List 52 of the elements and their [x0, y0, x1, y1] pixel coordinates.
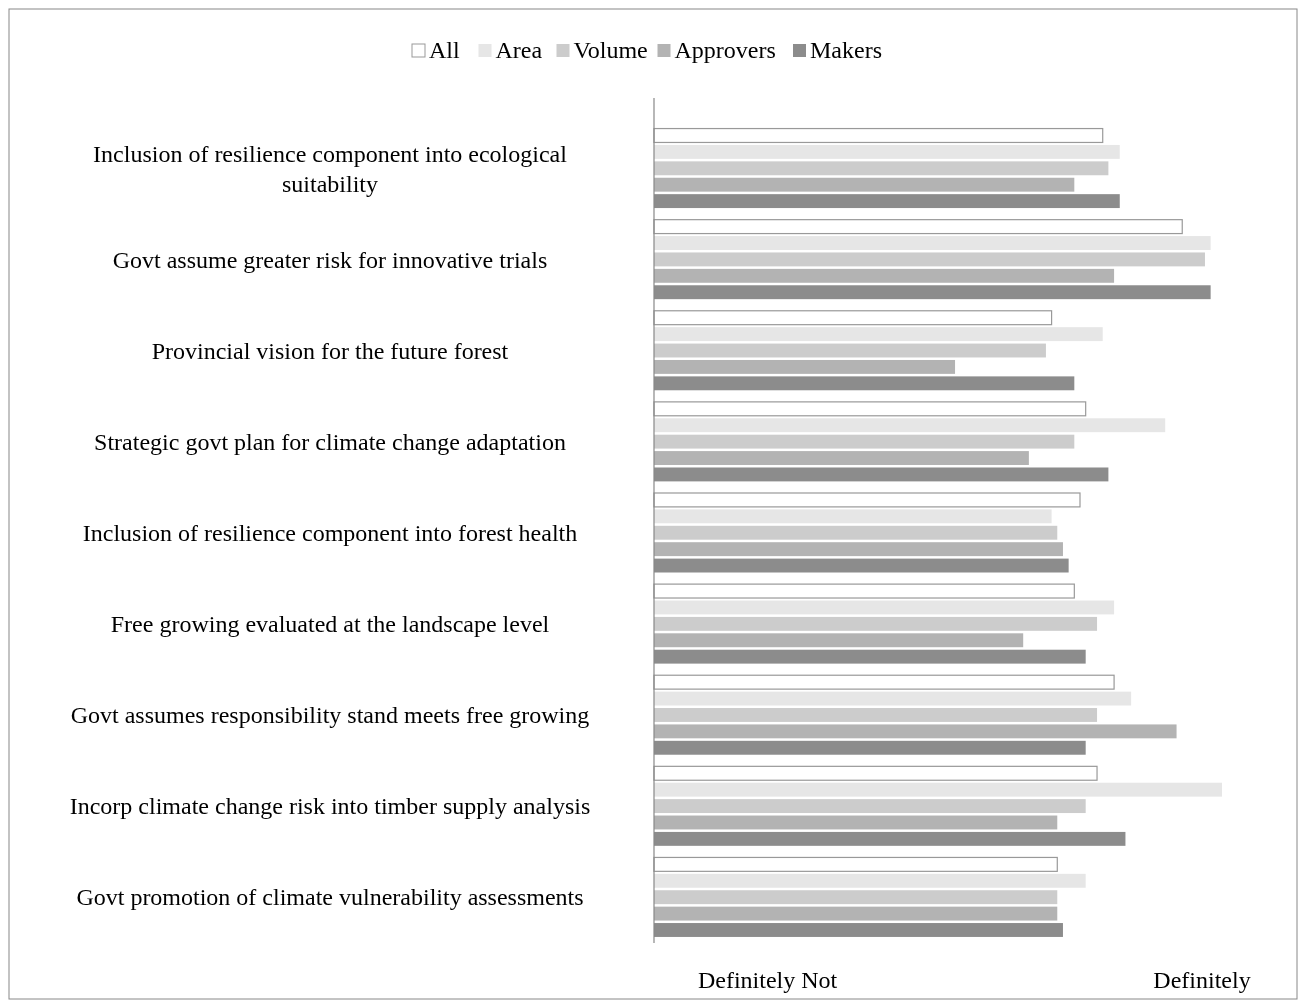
y-tick-label: Inclusion of resilience component into forest health	[82, 520, 578, 546]
legend-label: Volume	[573, 37, 648, 63]
bar	[654, 177, 1075, 192]
bar	[654, 509, 1052, 524]
bar	[654, 161, 1109, 176]
y-tick-label: Free growing evaluated at the landscape level	[110, 611, 550, 638]
bar	[653, 674, 1115, 690]
bar	[654, 418, 1166, 433]
bar	[653, 401, 1087, 417]
legend-label: All	[429, 37, 460, 63]
bar	[653, 765, 1098, 781]
bar	[654, 691, 1132, 706]
y-tick-label: Govt assumes responsibility stand meets free growing	[70, 702, 590, 729]
bar	[654, 782, 1222, 797]
bar	[654, 343, 1046, 358]
bar	[654, 890, 1058, 905]
bar	[654, 633, 1024, 648]
bar	[654, 525, 1058, 540]
text: Definitely	[1153, 967, 1251, 993]
bar	[654, 252, 1205, 267]
bar	[654, 144, 1120, 159]
bar	[654, 359, 956, 374]
bar	[653, 583, 1075, 599]
text: Definitely Not	[697, 967, 838, 993]
bar	[653, 127, 1104, 144]
bar	[654, 815, 1058, 830]
y-tick-label: Strategic govt plan for climate change adaptation	[94, 428, 566, 455]
y-tick-label: Provincial vision for the future forest	[151, 337, 509, 364]
bar	[654, 542, 1063, 557]
bar	[654, 799, 1086, 814]
bar	[654, 616, 1098, 631]
y-tick-label: Govt assume greater risk for innovative trials	[112, 246, 548, 273]
bar	[654, 327, 1103, 342]
legend-label: Makers	[810, 37, 882, 63]
bar	[654, 236, 1211, 250]
bar	[653, 219, 1183, 235]
y-tick-label: Inclusion of resilience component into ecological suitability	[93, 140, 568, 197]
legend-label: Approvers	[674, 37, 776, 63]
bar	[653, 856, 1058, 872]
bar	[653, 310, 1053, 326]
y-tick-label: Incorp climate change risk into timber supply analysis	[69, 793, 591, 820]
bar	[653, 492, 1081, 508]
bar	[654, 724, 1177, 739]
bar	[654, 873, 1086, 888]
legend-label: Area	[495, 37, 543, 63]
y-tick-label: Govt promotion of climate vulnerability assessments	[76, 884, 584, 911]
bar	[654, 268, 1115, 283]
bar	[654, 906, 1058, 921]
bar	[654, 434, 1075, 449]
bar	[654, 708, 1098, 722]
bar	[654, 600, 1115, 615]
bar	[654, 451, 1029, 465]
